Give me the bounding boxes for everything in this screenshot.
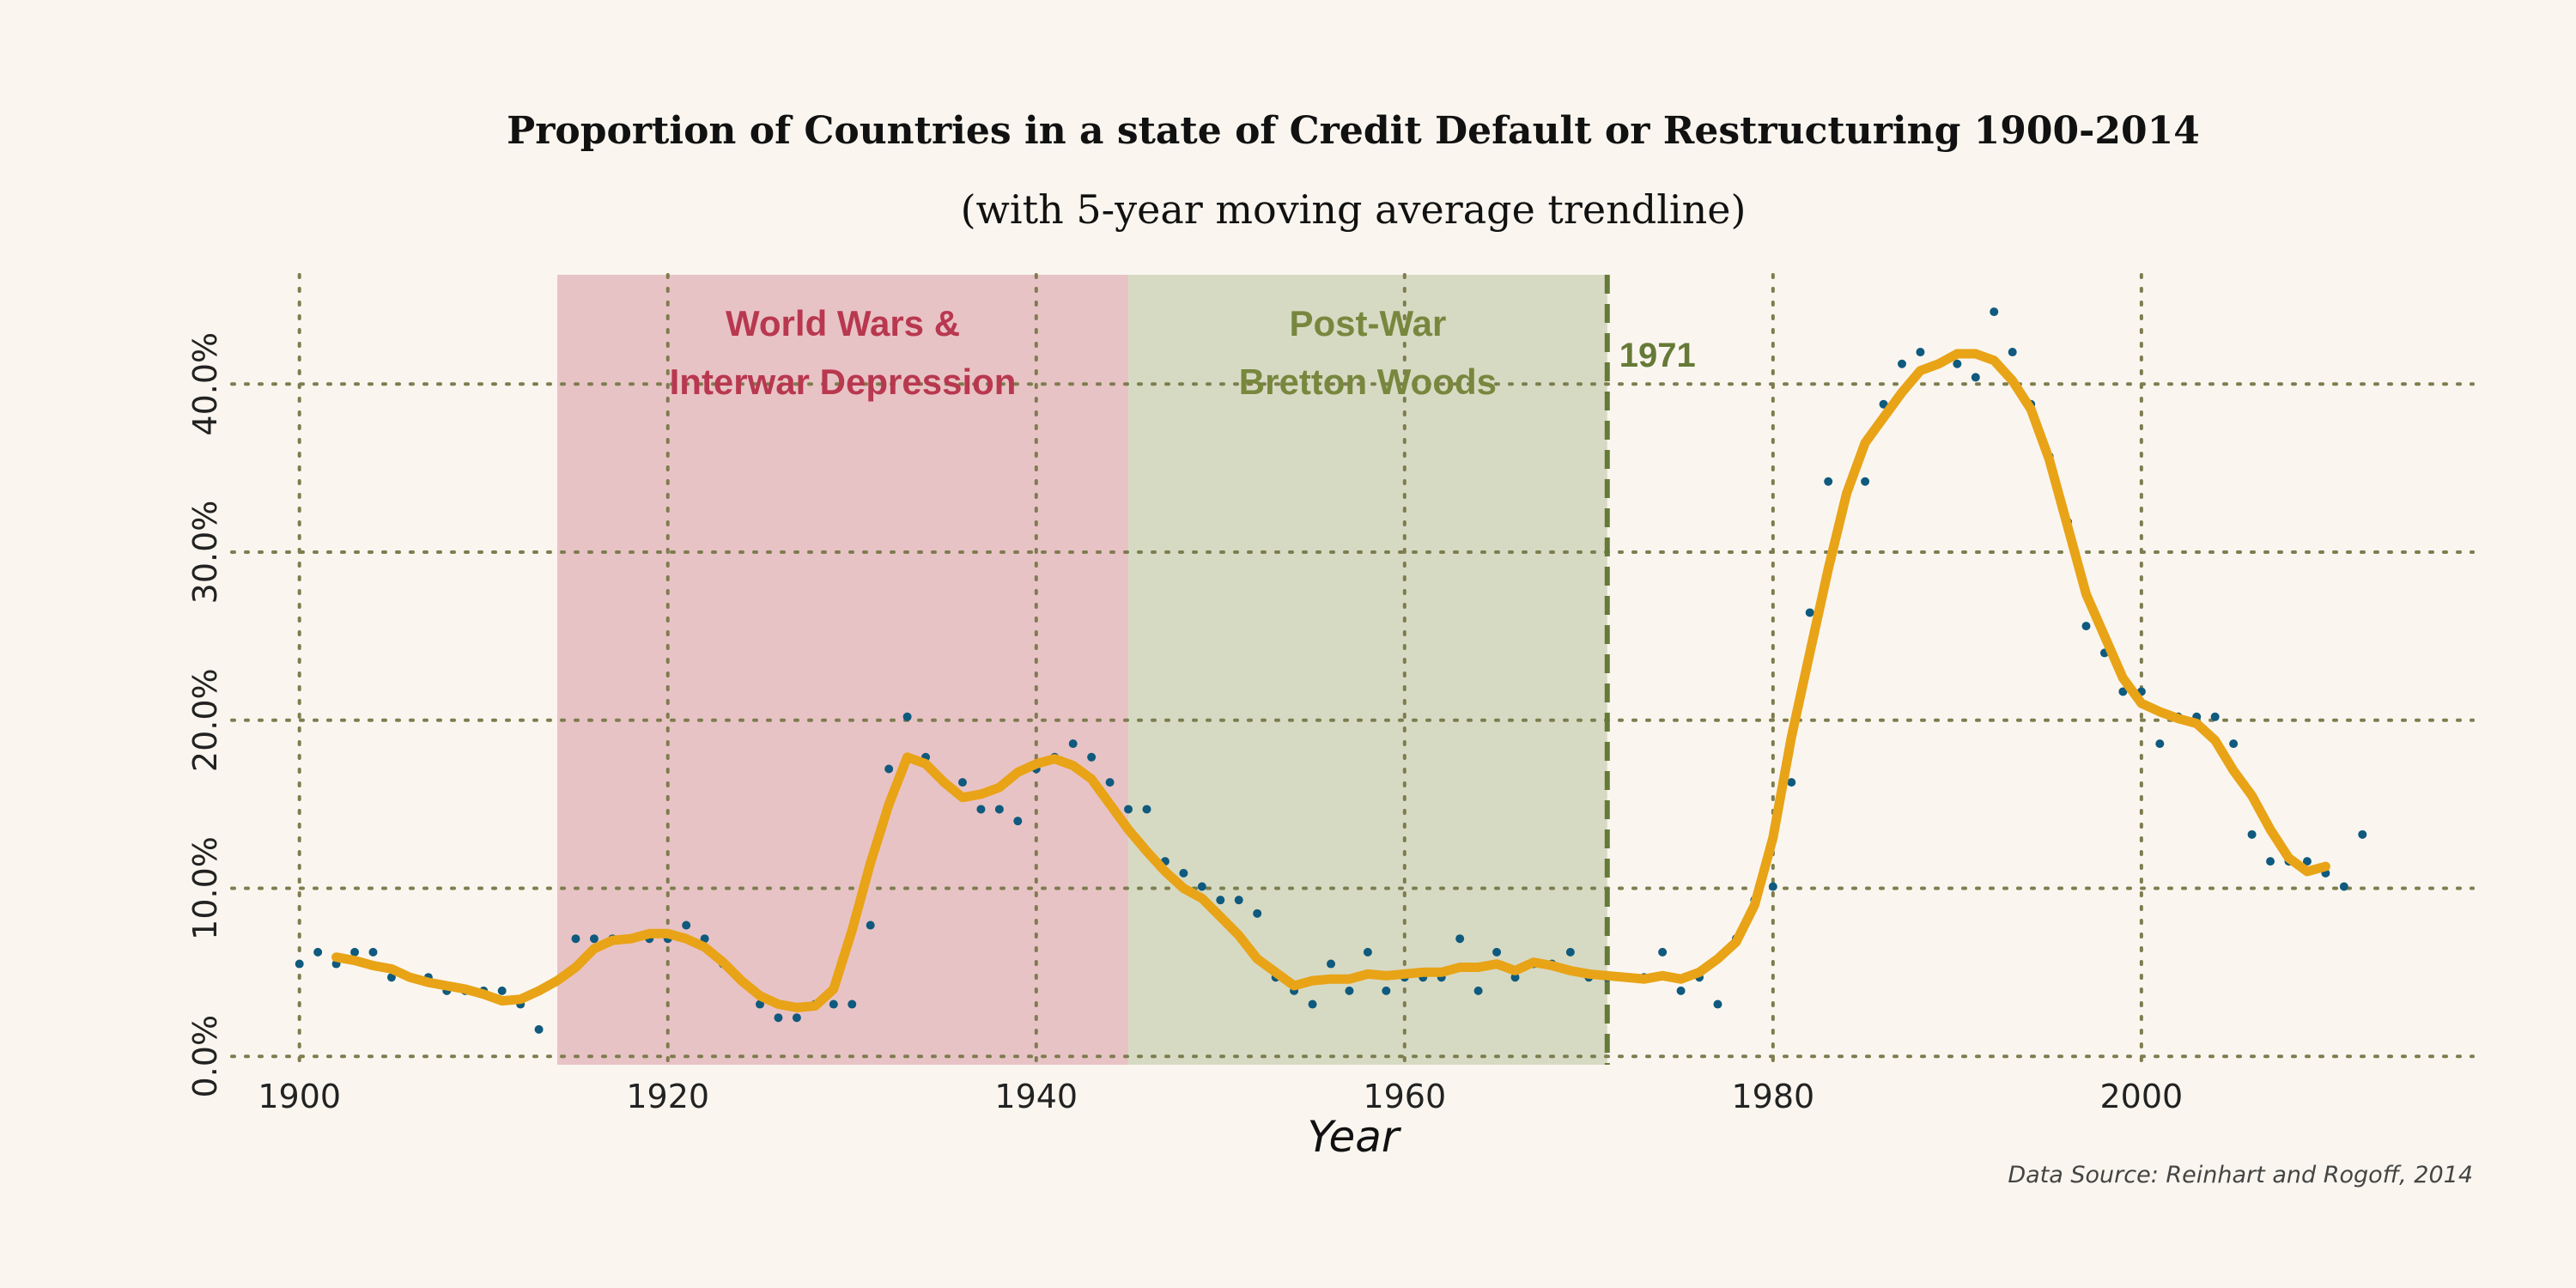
x-tick-label: 1940 bbox=[994, 1078, 1078, 1115]
data-point bbox=[2247, 829, 2257, 839]
data-point bbox=[1345, 986, 1354, 995]
data-point bbox=[756, 999, 764, 1009]
data-point bbox=[2081, 622, 2091, 631]
data-point bbox=[2118, 687, 2128, 696]
world-wars-band-label-line1: World Wars & bbox=[726, 303, 960, 343]
data-point bbox=[829, 999, 838, 1009]
y-tick-label: 30.0% bbox=[186, 501, 224, 605]
data-point bbox=[1124, 805, 1133, 814]
marker-1971-label: 1971 bbox=[1619, 337, 1696, 374]
bands-layer bbox=[557, 275, 1607, 1065]
data-point bbox=[848, 999, 857, 1009]
chart-title: Proportion of Countries in a state of Cr… bbox=[507, 109, 2200, 153]
x-tick-label: 1980 bbox=[1731, 1078, 1814, 1115]
data-point bbox=[2302, 857, 2312, 866]
data-point bbox=[1216, 896, 1225, 905]
chart-subtitle: (with 5-year moving average trendline) bbox=[961, 186, 1747, 233]
data-point bbox=[1253, 908, 1262, 918]
data-point bbox=[1142, 805, 1151, 814]
data-point bbox=[1861, 477, 1870, 486]
x-tick-label: 1960 bbox=[1363, 1078, 1446, 1115]
data-point bbox=[1805, 608, 1814, 617]
data-point bbox=[902, 712, 912, 721]
data-point bbox=[1713, 999, 1722, 1009]
data-point bbox=[1787, 778, 1796, 787]
data-point bbox=[700, 934, 709, 944]
points-layer bbox=[295, 307, 2367, 1034]
data-point bbox=[1824, 477, 1833, 486]
data-point bbox=[386, 973, 396, 982]
data-point bbox=[682, 920, 691, 930]
data-point bbox=[1455, 934, 1465, 944]
x-tick-label: 1920 bbox=[626, 1078, 709, 1115]
data-point bbox=[1473, 986, 1483, 995]
data-point bbox=[2008, 348, 2017, 357]
data-point bbox=[2339, 882, 2348, 891]
y-tick-label: 0.0% bbox=[186, 1015, 224, 1098]
data-point bbox=[1197, 882, 1206, 891]
world-wars-band-label-line2: Interwar Depression bbox=[670, 361, 1017, 402]
data-point bbox=[295, 959, 304, 969]
data-point bbox=[1676, 986, 1686, 995]
data-point bbox=[957, 778, 967, 787]
data-point bbox=[1234, 896, 1243, 905]
moving-average-trendline bbox=[331, 349, 2330, 1012]
x-axis-title: Year bbox=[1307, 1112, 1401, 1162]
data-point bbox=[2210, 712, 2220, 721]
data-point bbox=[1510, 973, 1520, 982]
data-point bbox=[368, 947, 378, 957]
data-point bbox=[2266, 857, 2275, 866]
data-point bbox=[2229, 739, 2239, 749]
data-point bbox=[1308, 999, 1317, 1009]
data-point bbox=[792, 1013, 801, 1023]
bretton-woods-band bbox=[1128, 275, 1607, 1065]
data-point bbox=[350, 947, 360, 957]
data-point bbox=[1565, 947, 1575, 957]
label-layer: World Wars & Interwar Depression Post-War B… bbox=[186, 303, 2183, 1115]
bretton-woods-band-label-line1: Post-War bbox=[1290, 303, 1447, 343]
data-point bbox=[1105, 778, 1115, 787]
data-point bbox=[1990, 307, 1999, 317]
data-point bbox=[1068, 739, 1078, 749]
x-tick-label: 1900 bbox=[258, 1078, 341, 1115]
trend-layer bbox=[331, 349, 2330, 1012]
data-point bbox=[976, 805, 986, 814]
data-point bbox=[774, 1013, 783, 1023]
data-point bbox=[1971, 373, 1980, 382]
data-point bbox=[1363, 947, 1372, 957]
data-point bbox=[1179, 868, 1188, 878]
data-point bbox=[313, 947, 323, 957]
data-point bbox=[1768, 882, 1777, 891]
data-point bbox=[1658, 947, 1668, 957]
y-tick-label: 20.0% bbox=[186, 668, 224, 772]
data-point bbox=[1879, 399, 1888, 409]
data-point bbox=[571, 934, 580, 944]
data-point bbox=[1327, 959, 1335, 969]
data-point bbox=[589, 934, 598, 944]
data-point bbox=[994, 805, 1004, 814]
grid-layer bbox=[230, 273, 2475, 1066]
data-point bbox=[866, 920, 875, 930]
data-point bbox=[1916, 348, 1925, 357]
data-point bbox=[884, 764, 894, 774]
data-point bbox=[1898, 359, 1906, 368]
y-tick-label: 40.0% bbox=[186, 332, 224, 436]
x-tick-label: 2000 bbox=[2100, 1078, 2184, 1115]
data-point bbox=[534, 1024, 544, 1034]
data-point bbox=[497, 986, 507, 995]
bretton-woods-band-label-line2: Bretton Woods bbox=[1239, 361, 1497, 402]
y-tick-label: 10.0% bbox=[186, 836, 224, 940]
data-point bbox=[1087, 752, 1097, 762]
data-point bbox=[1953, 359, 1962, 368]
data-point bbox=[1492, 947, 1502, 957]
data-point bbox=[2358, 829, 2367, 839]
data-point bbox=[1382, 986, 1391, 995]
data-source-note: Data Source: Reinhart and Rogoff, 2014 bbox=[2008, 1162, 2473, 1188]
data-point bbox=[2155, 739, 2165, 749]
data-point bbox=[1013, 817, 1023, 826]
